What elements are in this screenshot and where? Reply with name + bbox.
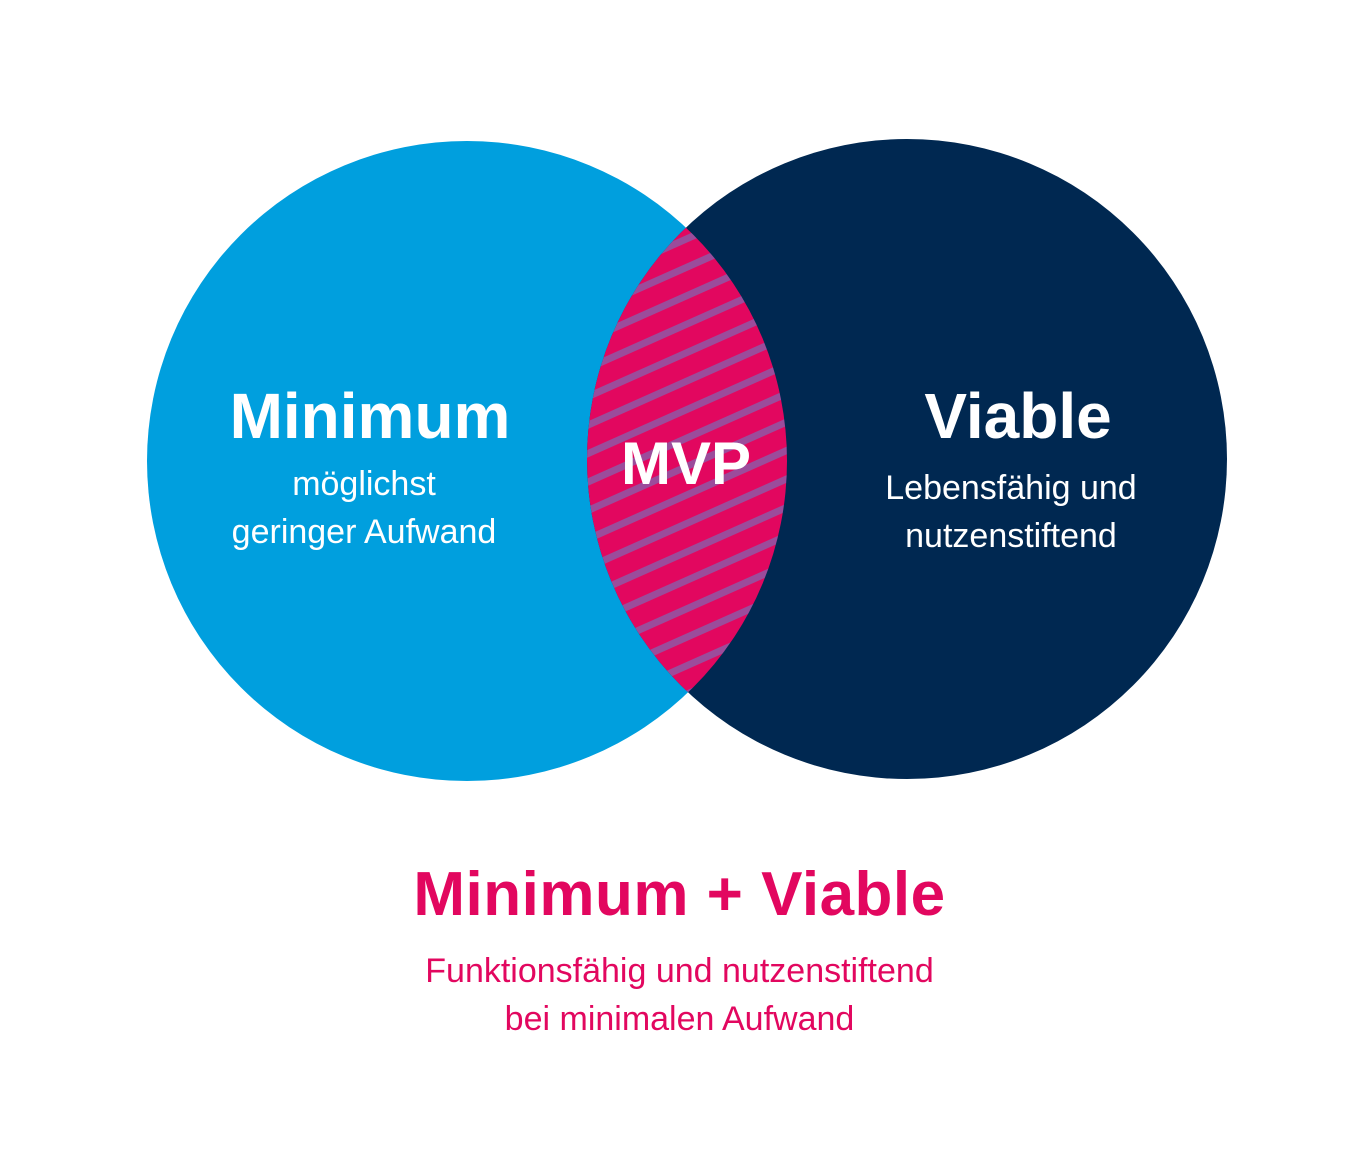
summary-title: Minimum + Viable <box>413 860 946 929</box>
summary-description-line1: Funktionsfähig und nutzenstiftend <box>425 952 934 990</box>
summary-description: Funktionsfähig und nutzenstiftend bei mi… <box>0 947 1359 1043</box>
summary-description-line2: bei minimalen Aufwand <box>504 1000 855 1038</box>
minimum-circle <box>147 141 787 781</box>
minimum-subtitle-line1: möglichst <box>292 465 436 503</box>
minimum-subtitle-line2: geringer Aufwand <box>232 513 497 551</box>
summary: Minimum + Viable Funktionsfähig und nutz… <box>0 855 1359 1043</box>
viable-subtitle-line1: Lebensfähig und <box>885 469 1136 507</box>
minimum-title: Minimum <box>230 380 511 452</box>
viable-subtitle-line2: nutzenstiftend <box>905 517 1117 555</box>
mvp-label: MVP <box>621 430 751 497</box>
venn-diagram: Minimum möglichst geringer Aufwand MVP V… <box>147 139 1227 781</box>
viable-circle <box>587 139 1227 779</box>
viable-title: Viable <box>924 380 1111 452</box>
